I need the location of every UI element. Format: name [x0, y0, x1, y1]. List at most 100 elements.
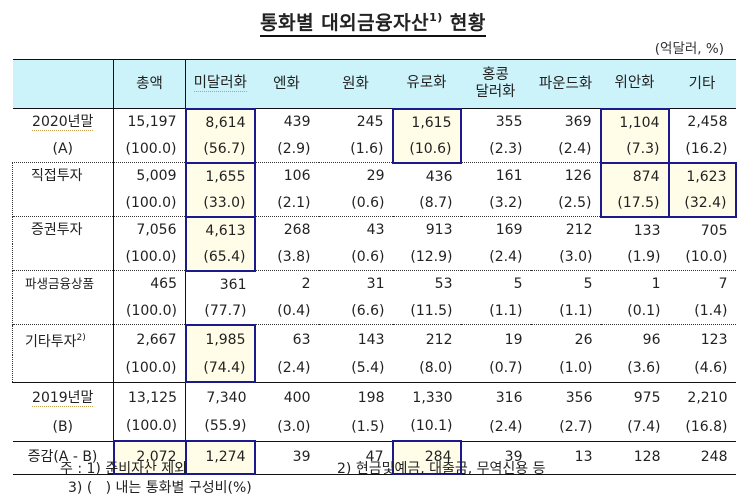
cell-value: 400 [254, 381, 319, 413]
footnote-1: 주 : 1) 준비자산 제외 [60, 461, 188, 477]
cell-value: 106 [254, 162, 319, 190]
footnote-2: 2) 현금및예금, 대출금, 무역신용 등 [337, 461, 546, 477]
cell-share: (3.6) [627, 360, 661, 377]
cell-value: 705 [668, 216, 736, 244]
cell-share: (100.0) [113, 412, 186, 441]
cell-share: (2.4) [489, 418, 523, 435]
table-row-direct-shares: (100.0) (33.0) (2.1) (0.6) (8.7) (3.2) (… [12, 189, 737, 218]
cell-share: (100.0) [113, 243, 186, 271]
cell-share: (0.6) [351, 194, 385, 211]
header-usd: 미달러화 [186, 60, 255, 109]
cell-value-highlighted: 1,655 [184, 161, 256, 190]
cell-share: (0.6) [351, 248, 385, 265]
row-sublabel-a: (A) [12, 135, 114, 163]
cell-value: 31 [318, 270, 393, 298]
cell-value: 5 [530, 270, 601, 298]
cell-value: 369 [530, 108, 601, 136]
footnote-3: 3) ( ) 내는 통화별 구성비(%) [68, 480, 252, 496]
cell-value: 133 [600, 216, 669, 244]
cell-share: (2.9) [277, 140, 311, 157]
cell-value-highlighted: 1,623 [667, 161, 737, 190]
cell-value: 13,125 [113, 381, 186, 413]
cell-value: 96 [600, 324, 669, 355]
cell-share-highlighted: (32.4) [667, 189, 737, 218]
cell-value: 29 [318, 162, 393, 190]
cell-value-highlighted: 4,613 [184, 215, 256, 244]
cell-value: 7,340 [185, 381, 255, 413]
cell-value: 316 [460, 381, 531, 413]
cell-share: (1.4) [694, 302, 728, 319]
cell-share: (1.1) [559, 302, 593, 319]
cell-share: (55.9) [204, 418, 247, 435]
cell-value: 47 [318, 440, 393, 475]
cell-value: 39 [254, 440, 319, 475]
cell-share: (1.6) [350, 140, 384, 157]
cell-value: 268 [254, 216, 319, 244]
cell-value: 128 [600, 440, 669, 475]
row-label-2019: 2019년말 [12, 381, 114, 413]
cell-share: (3.0) [559, 248, 593, 265]
header-gbp: 파운드화 [538, 75, 593, 92]
cell-share: (11.5) [410, 302, 453, 319]
cell-value: 123 [668, 324, 736, 355]
cell-share: (7.4) [627, 418, 661, 435]
cell-value: 975 [600, 381, 669, 413]
table-row-other-values: 기타투자2) 2,667 1,985 63 143 212 19 26 96 1… [12, 323, 736, 355]
table-row-other-shares: (100.0) (74.4) (2.4) (5.4) (8.0) (0.7) (… [12, 355, 736, 383]
cell-share: (2.7) [559, 418, 593, 435]
row-label-difference: 증감(A - B) [12, 440, 114, 475]
cell-value: 1,330 [392, 381, 461, 413]
cell-value: 7 [668, 270, 736, 298]
cell-value: 63 [254, 324, 319, 355]
cell-value: 2 [254, 270, 319, 298]
title-footnote-mark: 1) [429, 11, 443, 24]
cell-value-highlighted: 1,985 [184, 323, 256, 355]
cell-share: (100.0) [113, 355, 186, 382]
table-row-2019-shares: (B) (100.0) (55.9) (3.0) (1.5) (10.1) (2… [12, 412, 736, 441]
cell-share: (1.5) [351, 418, 385, 435]
cell-share: (2.4) [277, 360, 311, 377]
table-row-2020-values: 2020년말 15,197 8,614 439 245 1,615 355 36… [12, 107, 736, 136]
cell-share-highlighted: (56.7) [184, 135, 256, 164]
cell-share: (3.0) [277, 418, 311, 435]
cell-share-highlighted: (74.4) [184, 355, 256, 383]
cell-value: 212 [392, 324, 461, 355]
header-hkd-line2: 달러화 [475, 84, 516, 100]
row-label-2020: 2020년말 [12, 108, 114, 136]
header-krw: 원화 [342, 75, 369, 92]
table-row-securities-values: 증권투자 7,056 4,613 268 43 913 169 212 133 … [12, 215, 736, 244]
row-label-derivatives: 파생금융상품 [12, 270, 114, 298]
cell-share-highlighted: (10.6) [391, 135, 462, 164]
cell-share-highlighted: (65.4) [184, 243, 256, 272]
cell-value: 245 [318, 108, 393, 136]
table-row-2020-shares: (A) (100.0) (56.7) (2.9) (1.6) (10.6) (2… [12, 135, 736, 164]
cell-share: (100.0) [113, 297, 186, 325]
cell-share: (12.9) [410, 248, 453, 265]
cell-value-highlighted: 8,614 [184, 107, 256, 136]
cell-share: (77.7) [204, 302, 247, 319]
cell-share: (8.7) [419, 194, 453, 211]
title-text: 통화별 대외금융자산 [260, 12, 430, 34]
header-hkd: 홍콩 달러화 [461, 60, 531, 109]
table-row-2019-values: 2019년말 13,125 7,340 400 198 1,330 316 35… [12, 381, 736, 413]
cell-share: (6.6) [351, 302, 385, 319]
cell-value: 355 [460, 108, 531, 136]
cell-share: (2.1) [277, 194, 311, 211]
table-row-securities-shares: (100.0) (65.4) (3.8) (0.6) (12.9) (2.4) … [12, 243, 736, 272]
cell-value: 5 [460, 270, 531, 298]
cell-value: 19 [460, 324, 531, 355]
cell-value: 161 [460, 162, 531, 190]
cell-share: (0.7) [489, 360, 523, 377]
cell-value-highlighted: 1,104 [599, 107, 670, 136]
cell-value-highlighted: 874 [599, 161, 670, 190]
row-label-2019-text: 2019년말 [32, 389, 94, 407]
row-label-portfolio-investment: 증권투자 [12, 216, 114, 244]
cell-share: (1.0) [559, 360, 593, 377]
cell-value: 15,197 [113, 108, 186, 136]
cell-share: (0.4) [277, 302, 311, 319]
cell-share: (16.2) [685, 140, 728, 157]
cell-value: 169 [460, 216, 531, 244]
row-label-direct-investment: 직접투자 [12, 162, 114, 190]
cell-value-highlighted: 2,072 [112, 440, 187, 475]
header-jpy: 엔화 [273, 75, 300, 92]
